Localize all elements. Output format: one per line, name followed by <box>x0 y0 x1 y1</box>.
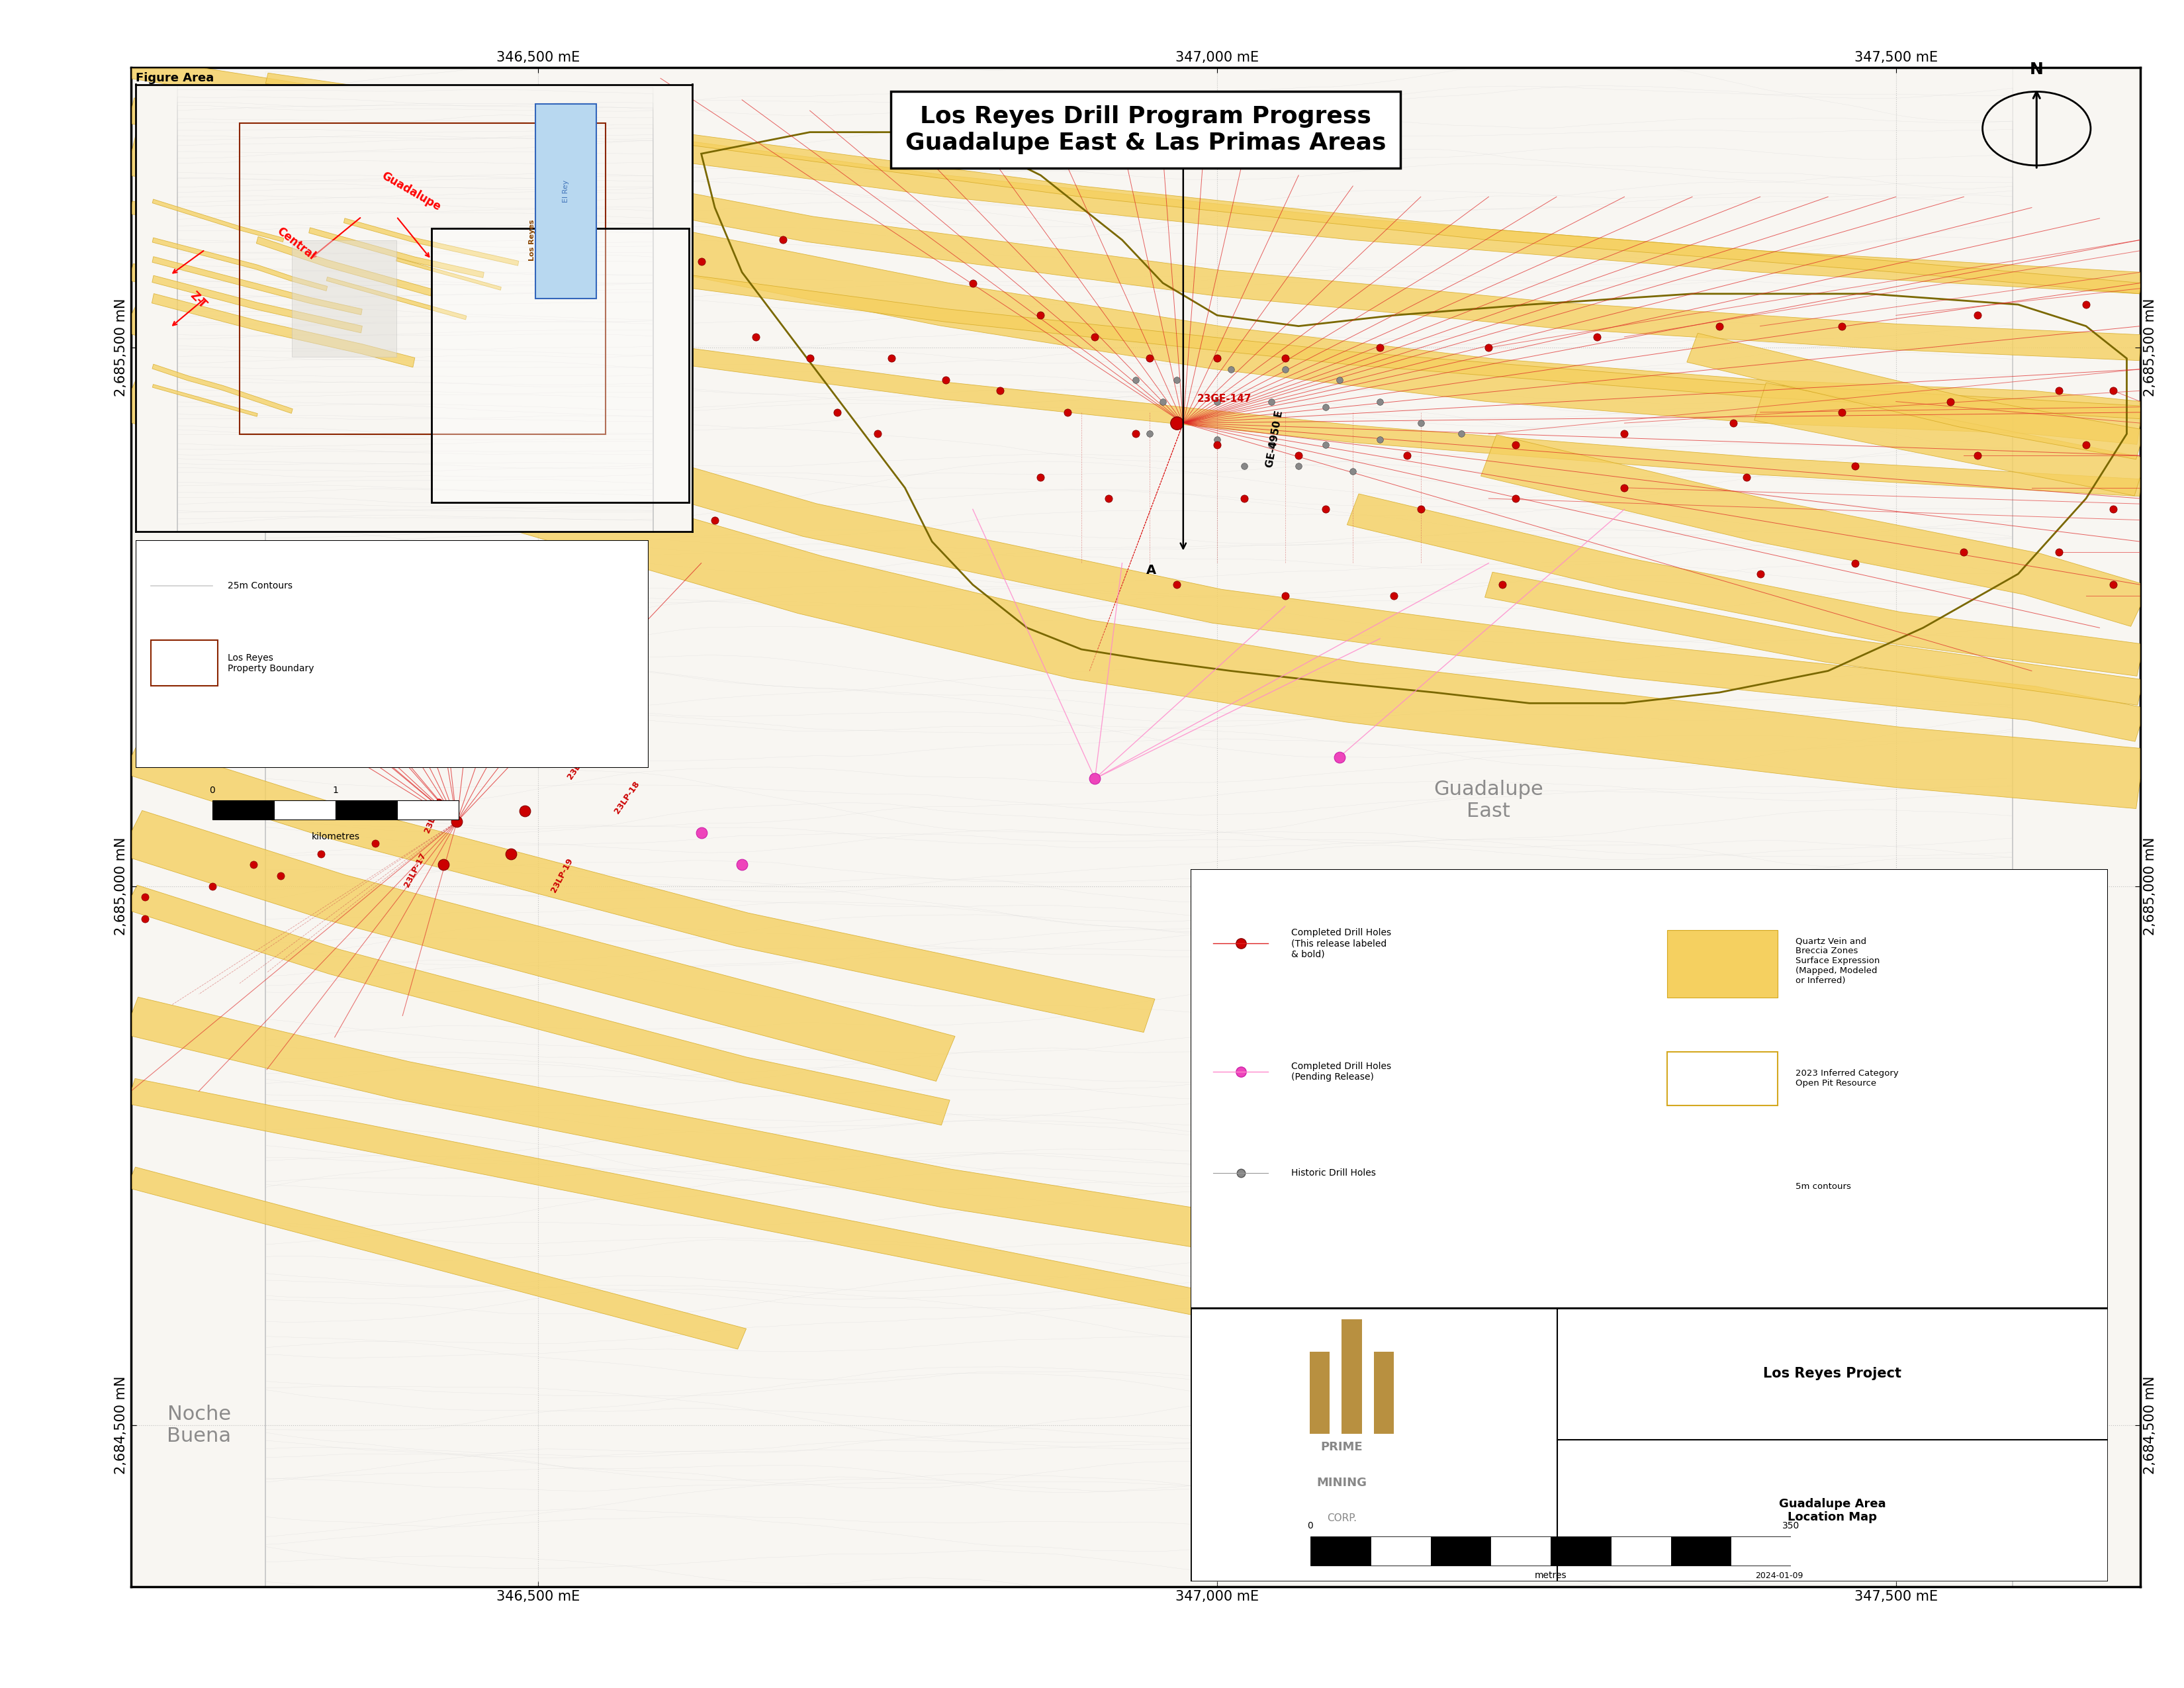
Polygon shape <box>395 258 500 290</box>
Polygon shape <box>308 228 485 277</box>
Polygon shape <box>153 238 328 290</box>
Polygon shape <box>153 365 293 414</box>
Text: 2023 Inferred Category
Open Pit Resource: 2023 Inferred Category Open Pit Resource <box>1795 1070 1898 1087</box>
Text: Los Reyes Drill Program Progress
Guadalupe East & Las Primas Areas: Los Reyes Drill Program Progress Guadalu… <box>906 105 1387 154</box>
Text: 23GE-147: 23GE-147 <box>1197 393 1251 403</box>
Polygon shape <box>129 98 2140 361</box>
Text: 0: 0 <box>210 787 216 795</box>
Text: CORP.: CORP. <box>1326 1514 1356 1524</box>
Text: 23LP-20: 23LP-20 <box>424 797 446 834</box>
Bar <box>1671 1536 1730 1565</box>
Polygon shape <box>127 1079 1221 1318</box>
Polygon shape <box>1686 333 2145 459</box>
Text: N: N <box>2029 61 2044 78</box>
Bar <box>240 123 605 434</box>
Bar <box>430 228 688 503</box>
Text: A: A <box>1147 564 1155 577</box>
Polygon shape <box>325 277 467 319</box>
Polygon shape <box>129 57 2140 294</box>
Text: A': A' <box>1142 128 1155 140</box>
Polygon shape <box>1485 572 2143 706</box>
Text: PRIME: PRIME <box>1321 1442 1363 1453</box>
Bar <box>336 800 397 820</box>
Text: 23LP-19: 23LP-19 <box>548 856 574 893</box>
Polygon shape <box>129 201 2140 419</box>
Polygon shape <box>124 998 1221 1251</box>
Bar <box>397 800 459 820</box>
Bar <box>430 228 688 503</box>
Text: 23LP-16: 23LP-16 <box>566 744 594 780</box>
Bar <box>1551 1536 1612 1565</box>
Text: Los Reyes
Property Boundary: Los Reyes Property Boundary <box>227 653 314 674</box>
Text: 350: 350 <box>1782 1521 1800 1531</box>
Bar <box>1612 1536 1671 1565</box>
Bar <box>1341 1318 1363 1435</box>
Polygon shape <box>153 294 415 368</box>
Polygon shape <box>124 885 950 1126</box>
Polygon shape <box>266 73 2140 294</box>
Text: Central: Central <box>275 225 317 262</box>
Bar <box>1310 1536 1372 1565</box>
Bar <box>273 800 336 820</box>
Bar <box>1666 1052 1778 1106</box>
Text: GE-4950 E: GE-4950 E <box>1265 410 1284 468</box>
Polygon shape <box>122 299 2145 741</box>
Text: MINING: MINING <box>1317 1477 1367 1489</box>
Text: El Rey: El Rey <box>563 179 570 203</box>
Text: Completed Drill Holes
(Pending Release): Completed Drill Holes (Pending Release) <box>1291 1062 1391 1082</box>
Text: Z-T: Z-T <box>188 289 210 311</box>
Polygon shape <box>1481 436 2149 626</box>
Text: Quartz Vein and
Breccia Zones
Surface Expression
(Mapped, Modeled
or Inferred): Quartz Vein and Breccia Zones Surface Ex… <box>1795 937 1880 986</box>
Text: 1: 1 <box>332 787 339 795</box>
Bar <box>535 105 596 299</box>
Polygon shape <box>343 218 520 265</box>
Text: Figure Area: Figure Area <box>135 73 214 84</box>
Polygon shape <box>127 1166 747 1349</box>
Bar <box>1666 930 1778 998</box>
Bar <box>1489 1536 1551 1565</box>
Polygon shape <box>256 236 432 295</box>
Text: Las Primas: Las Primas <box>144 704 253 724</box>
Text: 2024-01-09: 2024-01-09 <box>1756 1572 1804 1580</box>
Text: 0: 0 <box>1308 1521 1313 1531</box>
Text: 5m contours: 5m contours <box>1795 1182 1852 1192</box>
Bar <box>1431 1536 1489 1565</box>
Polygon shape <box>153 199 284 241</box>
Polygon shape <box>153 385 258 417</box>
Polygon shape <box>129 263 2140 496</box>
Text: Guadalupe
East: Guadalupe East <box>1435 780 1544 820</box>
Text: Los Reyes: Los Reyes <box>529 219 535 260</box>
Polygon shape <box>153 275 363 333</box>
Text: 25m Contours: 25m Contours <box>227 581 293 591</box>
Polygon shape <box>120 810 954 1082</box>
Bar <box>1310 1352 1330 1435</box>
Polygon shape <box>1348 495 2145 677</box>
Bar <box>151 640 218 685</box>
Text: kilometres: kilometres <box>312 832 360 841</box>
Text: Guadalupe Area
Location Map: Guadalupe Area Location Map <box>1780 1497 1885 1523</box>
Polygon shape <box>127 133 2145 444</box>
Text: Historic Drill Holes: Historic Drill Holes <box>1291 1168 1376 1178</box>
Bar <box>1730 1536 1791 1565</box>
Text: 23LP-17: 23LP-17 <box>402 851 428 888</box>
Bar <box>1374 1352 1393 1435</box>
Polygon shape <box>1754 383 2147 496</box>
Bar <box>1372 1536 1431 1565</box>
Polygon shape <box>122 741 1155 1033</box>
Text: metres: metres <box>1535 1572 1566 1580</box>
Bar <box>212 800 273 820</box>
Text: Los Reyes Project: Los Reyes Project <box>1762 1367 1902 1381</box>
Text: Guadalupe: Guadalupe <box>380 170 443 213</box>
Text: Noche
Buena: Noche Buena <box>166 1404 232 1447</box>
Text: 23LP-18: 23LP-18 <box>614 780 642 815</box>
Text: Completed Drill Holes
(This release labeled
& bold): Completed Drill Holes (This release labe… <box>1291 928 1391 959</box>
Polygon shape <box>118 363 2145 809</box>
Polygon shape <box>153 257 363 314</box>
Bar <box>293 240 397 356</box>
